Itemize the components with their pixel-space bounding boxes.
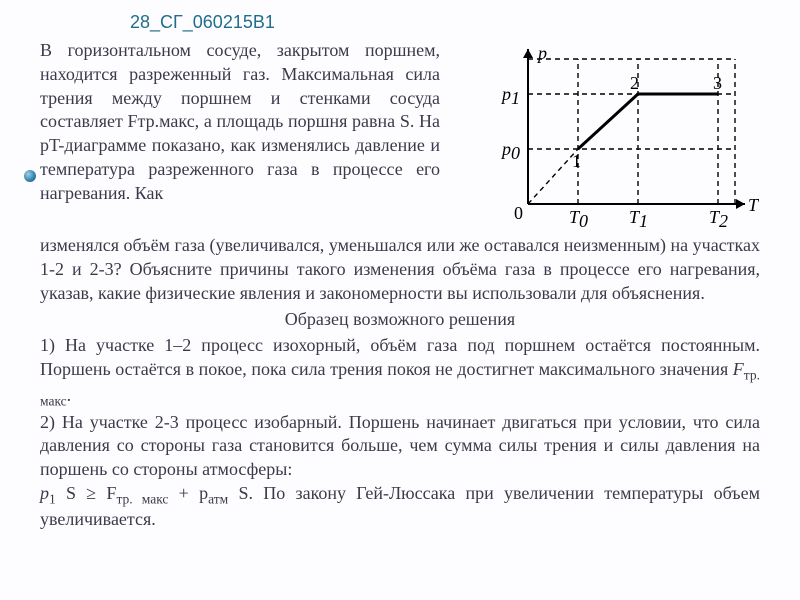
bullet-icon [24, 170, 36, 182]
xlab-t0: T0 [569, 207, 588, 231]
plot-ext [528, 149, 578, 204]
process-line [578, 94, 718, 149]
problem-text-left: В горизонтальном сосуде, закрытом поршне… [40, 39, 440, 205]
point-3-label: 3 [713, 73, 722, 93]
sol1-end: . [67, 385, 72, 405]
sol3-c: + p [168, 483, 208, 503]
y-axis-label: p [536, 43, 547, 63]
slide-code: 28_СГ_060215В1 [130, 12, 760, 33]
sol3-b: S ≥ F [56, 483, 117, 503]
point-1-label: 1 [572, 151, 581, 171]
x-axis-label: T [748, 195, 760, 215]
sol3-bsub: тр. макс [116, 491, 168, 506]
sol1-f: F [733, 359, 744, 379]
xlab-t2: T2 [709, 207, 728, 231]
solution-part1: 1) На участке 1–2 процесс изохорный, объ… [40, 334, 760, 411]
content: В горизонтальном сосуде, закрытом поршне… [40, 39, 760, 532]
ylab-p0: p0 [500, 139, 520, 163]
y-arrow-icon [523, 49, 533, 58]
xlab-t1: T1 [629, 207, 648, 231]
solution-part2: 2) На участке 2-3 процесс изобарный. Пор… [40, 411, 760, 482]
ylab-p1: p1 [500, 84, 520, 108]
sample-solution-title: Образец возможного решения [40, 308, 760, 332]
chart-svg: 1 2 3 p T 0 p0 p1 T0 T1 T2 [470, 39, 760, 234]
sol1-a: 1) На участке 1–2 процесс изохорный, объ… [40, 335, 760, 379]
point-2-label: 2 [630, 73, 639, 93]
sol3-asub: 1 [49, 491, 56, 506]
top-row: В горизонтальном сосуде, закрытом поршне… [40, 39, 760, 234]
x-arrow-icon [736, 199, 745, 209]
problem-text-full: изменялся объём газа (увеличивался, умен… [40, 234, 760, 305]
solution-part3: p1 S ≥ Fтр. макс + pатм S. По закону Гей… [40, 482, 760, 532]
sol3-a: p [40, 483, 49, 503]
slide: 28_СГ_060215В1 В горизонтальном сосуде, … [0, 0, 800, 600]
origin-label: 0 [514, 203, 523, 223]
sol3-csub: атм [208, 491, 228, 506]
pt-diagram: 1 2 3 p T 0 p0 p1 T0 T1 T2 [470, 39, 760, 234]
